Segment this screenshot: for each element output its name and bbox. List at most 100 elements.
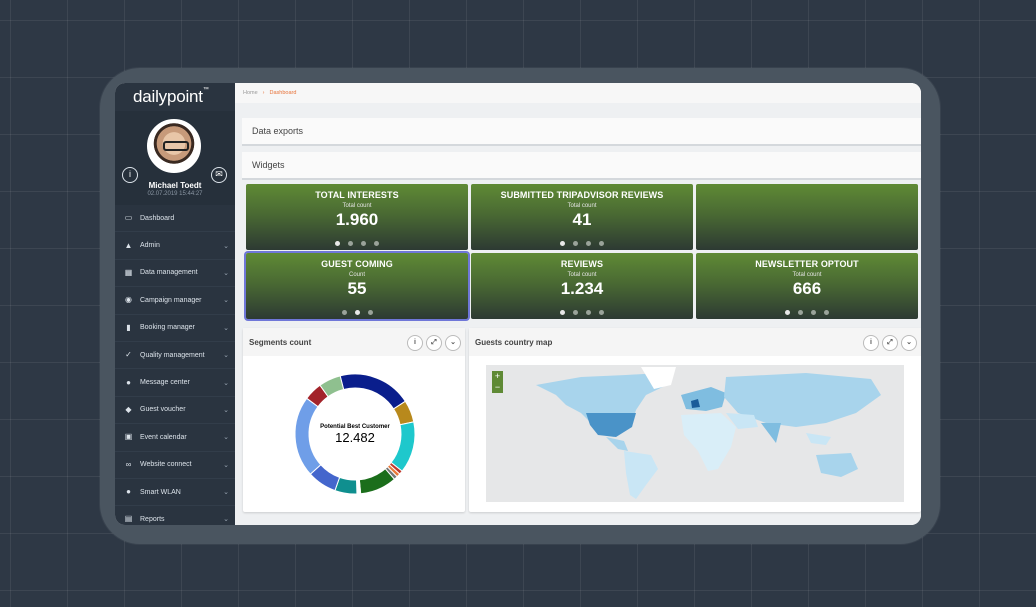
mail-icon[interactable]: ✉	[211, 167, 227, 183]
map-middle-east[interactable]	[726, 413, 758, 429]
sidebar-item-guest-voucher[interactable]: ◆ Guest voucher ⌄	[115, 397, 235, 425]
info-icon[interactable]: i	[407, 335, 423, 351]
pagination-dot[interactable]	[560, 310, 565, 315]
expand-icon[interactable]: ⤢	[426, 335, 442, 351]
breadcrumb: Home › Dashboard	[235, 83, 921, 103]
country-map-widget: Guests country map i ⤢ ⌄	[469, 328, 921, 512]
user-name: Michael Toedt	[148, 181, 202, 190]
map-australia[interactable]	[816, 453, 858, 477]
map-north-america[interactable]	[536, 373, 671, 437]
widget-tile[interactable]: REVIEWS Total count 1.234	[471, 253, 693, 319]
sidebar-item-label: Admin	[140, 242, 160, 250]
donut-slice[interactable]	[358, 467, 396, 495]
avatar[interactable]	[147, 119, 201, 173]
pagination-dot[interactable]	[798, 310, 803, 315]
pagination-dot[interactable]	[335, 241, 340, 246]
donut-slice[interactable]	[390, 421, 416, 472]
tile-pagination	[246, 310, 468, 315]
chevron-down-icon: ⌄	[223, 324, 229, 332]
logo-bar: dailypoint™	[115, 83, 235, 111]
app-screen: dailypoint™ i ✉ Michael Toedt 02.07.2019…	[115, 83, 921, 525]
map-south-america[interactable]	[624, 451, 658, 499]
tile-pagination	[471, 241, 693, 246]
pagination-dot[interactable]	[573, 241, 578, 246]
map-asia[interactable]	[724, 373, 881, 427]
pagination-dot[interactable]	[367, 310, 373, 315]
widgets-panel[interactable]: Widgets	[242, 152, 921, 180]
check-circle-icon: ✓	[125, 350, 132, 360]
map-india[interactable]	[761, 423, 781, 443]
tile-subtitle: Total count	[792, 272, 822, 278]
tile-value: 1.960	[335, 210, 379, 229]
gift-icon: ◆	[125, 404, 132, 414]
chevron-down-icon[interactable]: ⌄	[901, 335, 917, 351]
country-map-header: Guests country map i ⤢ ⌄	[469, 328, 921, 356]
world-map[interactable]: + −	[486, 365, 904, 502]
pagination-dot[interactable]	[361, 241, 366, 246]
sidebar-item-data-management[interactable]: ▦ Data management ⌄	[115, 260, 235, 288]
tile-pagination	[246, 241, 468, 246]
map-africa[interactable]	[681, 413, 736, 471]
donut-slice[interactable]	[339, 373, 406, 410]
user-profile: i ✉ Michael Toedt 02.07.2019 15:44:27	[115, 111, 235, 205]
pagination-dot[interactable]	[354, 310, 360, 315]
widget-tile[interactable]: TOTAL INTERESTS Total count 1.960	[246, 184, 468, 250]
map-greenland[interactable]	[641, 367, 676, 389]
map-europe[interactable]	[681, 387, 726, 411]
widget-tile[interactable]	[696, 184, 918, 250]
widget-tile[interactable]: GUEST COMING Count 55	[246, 253, 468, 319]
calendar-icon: ▣	[124, 432, 133, 442]
tile-pagination	[471, 310, 693, 315]
widget-tile[interactable]: NEWSLETTER OPTOUT Total count 666	[696, 253, 918, 319]
sidebar-item-admin[interactable]: ▲ Admin ⌄	[115, 232, 235, 260]
pagination-dot[interactable]	[599, 241, 604, 246]
map-central-america[interactable]	[606, 437, 628, 451]
sidebar-item-message-center[interactable]: ● Message center ⌄	[115, 369, 235, 397]
pagination-dot[interactable]	[785, 310, 790, 315]
pagination-dot[interactable]	[586, 241, 591, 246]
pagination-dot[interactable]	[586, 310, 591, 315]
chevron-down-icon: ⌄	[223, 461, 229, 469]
sidebar-item-website-connect[interactable]: ∞ Website connect ⌄	[115, 452, 235, 479]
app-logo[interactable]: dailypoint™	[133, 87, 209, 106]
pagination-dot[interactable]	[811, 310, 816, 315]
expand-icon[interactable]: ⤢	[882, 335, 898, 351]
map-usa[interactable]	[586, 413, 636, 437]
map-zoom-out-button[interactable]: −	[492, 382, 503, 393]
sidebar-item-label: Reports	[140, 515, 165, 523]
sidebar-item-booking-manager[interactable]: ▮ Booking manager ⌄	[115, 315, 235, 342]
tile-pagination	[696, 310, 918, 315]
pagination-dot[interactable]	[599, 310, 604, 315]
chevron-down-icon: ⌄	[223, 352, 229, 360]
tile-subtitle: Count	[348, 272, 365, 278]
donut-slice[interactable]	[294, 397, 322, 475]
widget-tile[interactable]: SUBMITTED TRIPADVISOR REVIEWS Total count…	[471, 184, 693, 250]
sidebar-item-reports[interactable]: ▤ Reports ⌄	[115, 506, 235, 525]
breadcrumb-home[interactable]: Home	[243, 90, 258, 96]
sidebar-item-label: Guest voucher	[140, 406, 186, 414]
map-zoom-in-button[interactable]: +	[492, 371, 503, 382]
segments-widget-header: Segments count i ⤢ ⌄	[243, 328, 465, 356]
pagination-dot[interactable]	[824, 310, 829, 315]
pagination-dot[interactable]	[374, 241, 379, 246]
lock-icon: ▲	[124, 240, 133, 250]
donut-slice[interactable]	[319, 375, 345, 398]
chevron-down-icon[interactable]: ⌄	[445, 335, 461, 351]
map-germany[interactable]	[691, 399, 700, 408]
pagination-dot[interactable]	[573, 310, 578, 315]
pagination-dot[interactable]	[348, 241, 353, 246]
sidebar-item-label: Message center	[140, 379, 190, 387]
data-exports-panel[interactable]: Data exports	[242, 118, 921, 146]
sidebar-item-event-calendar[interactable]: ▣ Event calendar ⌄	[115, 424, 235, 452]
sidebar-item-dashboard[interactable]: ▭ Dashboard	[115, 205, 235, 233]
pagination-dot[interactable]	[560, 241, 565, 246]
sidebar-item-smart-wlan[interactable]: ● Smart WLAN ⌄	[115, 479, 235, 507]
tile-value: 1.234	[560, 279, 604, 298]
sidebar-item-quality-management[interactable]: ✓ Quality management ⌄	[115, 342, 235, 370]
map-southeast-asia[interactable]	[806, 433, 831, 445]
sidebar-item-campaign-manager[interactable]: ◉ Campaign manager ⌄	[115, 287, 235, 315]
pagination-dot[interactable]	[341, 310, 347, 315]
info-icon[interactable]: i	[863, 335, 879, 351]
info-icon[interactable]: i	[122, 167, 138, 183]
